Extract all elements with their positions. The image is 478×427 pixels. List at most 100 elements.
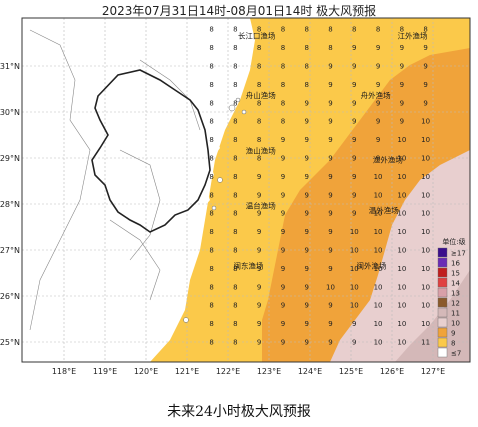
legend-swatch (437, 277, 448, 288)
wind-level-value: 8 (281, 118, 285, 126)
map-frame (21, 17, 471, 363)
lat-tick-label: 30°N (0, 108, 20, 117)
fishing-zone-label: 闽外渔场 (357, 260, 387, 270)
wind-level-value: 9 (423, 99, 427, 107)
lat-tick-label: 26°N (0, 292, 20, 301)
wind-level-value: 8 (257, 155, 261, 163)
wind-level-value: 9 (257, 320, 261, 328)
map-title: 2023年07月31日14时-08月01日14时 极大风预报 (101, 4, 377, 18)
legend-label: ≥17 (451, 250, 466, 258)
wind-level-value: 8 (281, 81, 285, 89)
wind-level-value: 8 (233, 173, 237, 181)
wind-level-value: 8 (257, 118, 261, 126)
wind-level-value: 10 (374, 265, 383, 273)
wind-level-value: 9 (304, 173, 308, 181)
wind-level-value: 8 (233, 63, 237, 71)
wind-level-value: 9 (281, 136, 285, 144)
wind-level-value: 9 (352, 136, 356, 144)
wind-level-value: 8 (281, 44, 285, 52)
legend-title: 单位:级 (442, 237, 465, 246)
wind-level-value: 10 (421, 283, 430, 291)
wind-level-value: 8 (257, 99, 261, 107)
wind-level-value: 8 (233, 283, 237, 291)
wind-level-value: 8 (209, 228, 213, 236)
wind-level-value: 9 (304, 155, 308, 163)
wind-level-value: 10 (397, 228, 406, 236)
wind-level-value: 8 (209, 247, 213, 255)
wind-level-value: 9 (281, 155, 285, 163)
wind-level-value: 10 (350, 228, 359, 236)
wind-level-value: 9 (352, 118, 356, 126)
wind-level-value: 8 (233, 339, 237, 347)
wind-level-value: 9 (304, 210, 308, 218)
wind-level-value: 9 (281, 320, 285, 328)
wind-level-value: 9 (328, 302, 332, 310)
wind-level-value: 8 (209, 81, 213, 89)
wind-level-value: 10 (374, 191, 383, 199)
wind-level-value: 8 (209, 302, 213, 310)
fishing-zone-label: 长江口渔场 (238, 30, 276, 40)
wind-level-value: 10 (421, 247, 430, 255)
wind-level-value: 8 (233, 247, 237, 255)
wind-level-value: 9 (328, 155, 332, 163)
wind-level-value: 9 (281, 173, 285, 181)
legend-label: 16 (451, 260, 460, 268)
wind-level-value: 10 (397, 339, 406, 347)
wind-level-value: 9 (304, 320, 308, 328)
wind-level-value: 8 (233, 265, 237, 273)
legend-swatch (437, 337, 448, 348)
wind-level-value: 8 (423, 26, 427, 34)
wind-level-value: 8 (328, 26, 332, 34)
wind-level-value: 9 (352, 155, 356, 163)
wind-level-value: 8 (209, 118, 213, 126)
wind-level-value: 10 (397, 283, 406, 291)
wind-level-value: 8 (233, 136, 237, 144)
wind-level-value: 10 (421, 320, 430, 328)
lat-tick-label: 31°N (0, 62, 20, 71)
wind-level-value: 9 (257, 265, 261, 273)
wind-level-value: 11 (421, 339, 430, 347)
lon-tick-label: 127°E (421, 367, 445, 376)
wind-level-value: 9 (328, 191, 332, 199)
wind-level-value: 9 (328, 173, 332, 181)
wind-level-value: 9 (257, 191, 261, 199)
lon-tick-label: 120°E (134, 367, 158, 376)
islands (183, 97, 247, 323)
wind-level-value: 9 (281, 191, 285, 199)
wind-level-value: 8 (233, 302, 237, 310)
wind-level-value: 10 (350, 302, 359, 310)
wind-level-value: 10 (374, 173, 383, 181)
wind-level-value: 9 (376, 44, 380, 52)
latitude-axis: 31°N 30°N 29°N 28°N 27°N 26°N 25°N (0, 62, 20, 347)
wind-level-value: 9 (328, 228, 332, 236)
wind-level-value: 9 (328, 81, 332, 89)
wind-level-value: 9 (304, 302, 308, 310)
wind-level-value: 8 (233, 99, 237, 107)
wind-level-value: 8 (209, 191, 213, 199)
legend-swatch (437, 297, 448, 308)
wind-level-value: 9 (352, 44, 356, 52)
lat-tick-label: 28°N (0, 200, 20, 209)
wind-level-value: 9 (423, 44, 427, 52)
lat-tick-label: 27°N (0, 246, 20, 255)
wind-level-value: 9 (257, 173, 261, 181)
wind-level-value: 10 (326, 283, 335, 291)
wind-level-value: 10 (350, 265, 359, 273)
wind-level-value: 9 (352, 210, 356, 218)
wind-level-value: 9 (328, 136, 332, 144)
wind-level-value: 9 (281, 302, 285, 310)
wind-level-value: 8 (209, 339, 213, 347)
legend-swatch (437, 347, 448, 358)
lon-tick-label: 119°E (93, 367, 117, 376)
wind-level-value: 10 (421, 173, 430, 181)
wind-level-value: 10 (350, 283, 359, 291)
wind-level-value: 10 (397, 173, 406, 181)
wind-level-value: 8 (209, 283, 213, 291)
zhejiang-boundary (91, 69, 211, 233)
legend-label: 15 (451, 270, 460, 278)
fishing-zone-label: 舟外渔场 (361, 90, 391, 100)
wind-level-value: 8 (257, 26, 261, 34)
wind-level-value: 8 (209, 155, 213, 163)
legend-label: ≤7 (451, 350, 461, 358)
wind-level-value: 8 (209, 173, 213, 181)
